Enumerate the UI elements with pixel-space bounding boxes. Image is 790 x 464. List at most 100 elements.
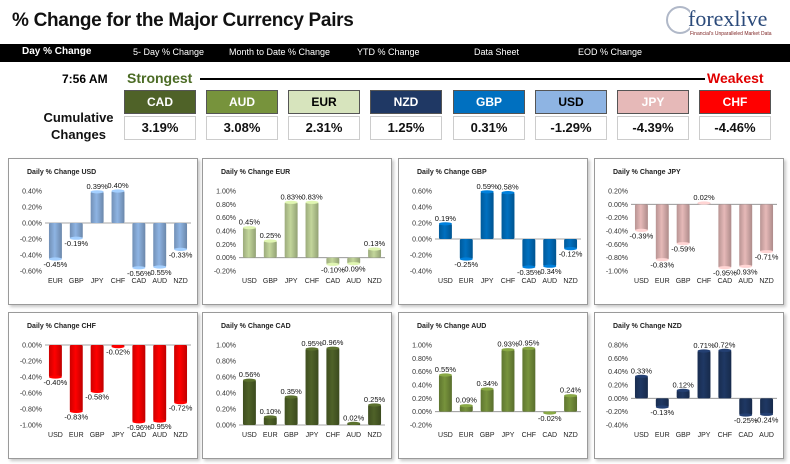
- x-tick-label: AUD: [346, 278, 361, 285]
- y-tick-label: 0.00%: [216, 255, 236, 262]
- bar-cad: [326, 257, 340, 265]
- bar-chf: [305, 202, 319, 258]
- y-tick-label: 0.00%: [412, 409, 432, 416]
- bar-jpy: [501, 349, 515, 412]
- bar-cap: [69, 409, 83, 413]
- bar-jpy: [697, 351, 711, 399]
- chart-svg: Daily % Change JPY 0.20% 0.00% -0.20% -0.40%…: [606, 169, 779, 285]
- bar-cap: [111, 345, 125, 349]
- bar-cap: [242, 378, 256, 382]
- currency-code-eur: EUR: [288, 90, 360, 114]
- bar-cap: [132, 420, 146, 424]
- bar-gbp: [284, 397, 298, 425]
- tab-day-change[interactable]: Day % Change: [22, 46, 92, 57]
- bar-aud: [543, 239, 557, 267]
- data-label: -0.72%: [169, 404, 193, 413]
- x-tick-label: NZD: [367, 432, 381, 439]
- currency-value-aud: 3.08%: [206, 116, 278, 140]
- tab-month-to-date[interactable]: Month to Date % Change: [229, 47, 331, 57]
- chart-svg: Daily % Change NZD 0.80% 0.60% 0.40% 0.20% 0.…: [606, 323, 779, 439]
- bar-cap: [174, 401, 188, 405]
- bar-cap: [522, 346, 536, 350]
- bar-cap: [676, 388, 690, 392]
- currency-code-gbp: GBP: [453, 90, 525, 114]
- bar-gbp: [69, 223, 83, 239]
- data-label: -0.83%: [650, 261, 674, 270]
- bar-cap: [655, 258, 669, 262]
- y-tick-label: -0.80%: [606, 255, 628, 262]
- y-tick-label: 0.00%: [412, 237, 432, 244]
- x-tick-label: USD: [438, 278, 453, 285]
- tab-eod-change[interactable]: EOD % Change: [578, 47, 643, 57]
- currency-value-nzd: 1.25%: [370, 116, 442, 140]
- logo-text: forexlive: [688, 6, 768, 31]
- y-tick-label: 0.60%: [412, 369, 432, 376]
- y-tick-label: 0.40%: [216, 229, 236, 236]
- y-tick-label: 0.40%: [22, 189, 42, 196]
- forexlive-logo[interactable]: forexlive Financial's Unparalleled Marke…: [660, 4, 785, 40]
- y-tick-label: 0.20%: [216, 407, 236, 414]
- x-tick-label: AUD: [738, 278, 753, 285]
- currency-value-cad: 3.19%: [124, 116, 196, 140]
- x-tick-label: JPY: [91, 278, 104, 285]
- x-tick-label: JPY: [285, 278, 298, 285]
- currency-code-chf: CHF: [699, 90, 771, 114]
- data-label: -0.39%: [630, 231, 654, 240]
- y-tick-label: 0.40%: [412, 205, 432, 212]
- y-tick-label: 1.00%: [216, 189, 236, 196]
- y-tick-label: -0.20%: [606, 409, 628, 416]
- tab-data-sheet[interactable]: Data Sheet: [474, 47, 520, 57]
- y-tick-label: 0.80%: [216, 202, 236, 209]
- x-tick-label: GBP: [480, 432, 495, 439]
- y-tick-label: 0.40%: [608, 369, 628, 376]
- tab-ytd-change[interactable]: YTD % Change: [357, 47, 420, 57]
- bar-usd: [438, 223, 452, 239]
- bar-cap: [305, 347, 319, 351]
- chart-svg: Daily % Change GBP 0.60% 0.40% 0.20% 0.00% -0…: [410, 169, 583, 285]
- bar-usd: [634, 204, 648, 231]
- currency-value-gbp: 0.31%: [453, 116, 525, 140]
- y-tick-label: 1.00%: [412, 343, 432, 350]
- y-tick-label: 0.20%: [22, 205, 42, 212]
- bar-eur: [655, 204, 669, 260]
- x-tick-label: JPY: [698, 432, 711, 439]
- bar-usd: [242, 380, 256, 425]
- bar-jpy: [305, 349, 319, 425]
- data-label: 0.55%: [435, 365, 457, 374]
- data-label: 0.19%: [435, 214, 457, 223]
- bar-cap: [564, 247, 578, 251]
- bar-nzd: [564, 395, 578, 412]
- data-label: 0.35%: [281, 387, 303, 396]
- data-label: -0.12%: [559, 250, 583, 259]
- bar-cap: [69, 236, 83, 240]
- chart-title: Daily % Change CHF: [27, 323, 97, 330]
- data-label: -0.55%: [148, 268, 172, 277]
- currency-code-aud: AUD: [206, 90, 278, 114]
- bar-aud: [760, 398, 774, 415]
- bar-eur: [263, 417, 277, 425]
- x-tick-label: AUD: [152, 278, 167, 285]
- strength-arrow-line: [200, 78, 705, 80]
- chart-panel-2: Daily % Change EUR 1.00% 0.80% 0.60% 0.40% 0.…: [202, 158, 392, 305]
- y-tick-label: 0.00%: [608, 202, 628, 209]
- y-tick-label: 0.40%: [412, 383, 432, 390]
- bar-cap: [347, 421, 361, 425]
- bar-cap: [153, 419, 167, 423]
- tab-5-day-change[interactable]: 5- Day % Change: [133, 47, 205, 57]
- x-tick-label: AUD: [542, 278, 557, 285]
- bar-chf: [111, 191, 125, 223]
- chart-panel-7: Daily % Change AUD 1.00% 0.80% 0.60% 0.40% 0.…: [398, 312, 588, 459]
- x-tick-label: CHF: [501, 278, 515, 285]
- bar-eur: [459, 239, 473, 259]
- data-label: 0.34%: [477, 379, 499, 388]
- currency-code-nzd: NZD: [370, 90, 442, 114]
- chart-title: Daily % Change AUD: [417, 323, 486, 330]
- bar-cad: [132, 223, 146, 268]
- bar-cap: [263, 239, 277, 243]
- y-tick-label: 0.00%: [216, 423, 236, 430]
- currency-value-eur: 2.31%: [288, 116, 360, 140]
- y-tick-label: 0.00%: [22, 221, 42, 228]
- x-tick-label: JPY: [112, 432, 125, 439]
- bar-cad: [718, 204, 732, 268]
- currency-value-usd: -1.29%: [535, 116, 607, 140]
